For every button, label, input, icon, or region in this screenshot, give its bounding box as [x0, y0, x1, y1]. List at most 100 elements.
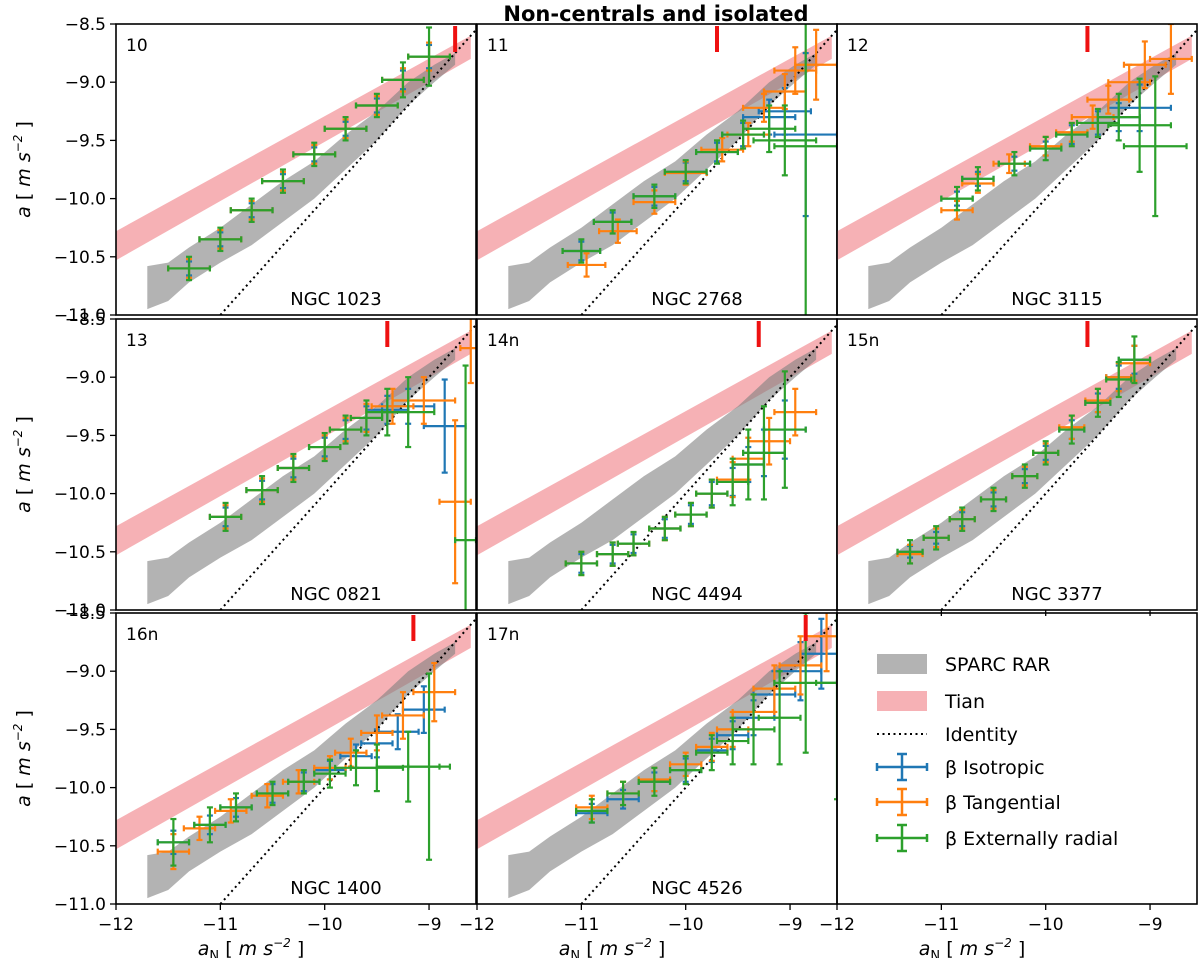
y-tick-label: −11.0 — [54, 895, 106, 915]
axis-bracket: [ — [13, 776, 35, 796]
axis-bracket: ] — [1012, 938, 1025, 958]
identity-line — [940, 324, 1197, 610]
legend-identity-label: Identity — [945, 724, 1018, 746]
panel-id: 12 — [847, 36, 869, 56]
y-tick-label: −10.5 — [54, 248, 106, 268]
x-tick-label: −12 — [98, 915, 134, 935]
axis-bracket: [ — [13, 187, 35, 207]
legend-isotropic-label: β Isotropic — [945, 757, 1045, 779]
errorbar-radial — [1058, 414, 1086, 445]
errorbar-radial — [219, 792, 253, 823]
errorbar-radial — [167, 255, 212, 282]
legend-radial-label: β Externally radial — [945, 828, 1118, 850]
errorbar-tangential — [597, 218, 638, 244]
errorbar-radial — [561, 238, 602, 264]
panel-plot-area — [477, 613, 837, 904]
panel-plot-area — [116, 615, 476, 904]
errorbar-isotropic — [375, 713, 420, 751]
axis-bracket: [ — [946, 938, 959, 958]
axis-exponent: −2 — [11, 430, 25, 448]
errorbar-tangential — [794, 28, 837, 101]
x-tick-label: −9 — [778, 915, 803, 935]
identity-line — [580, 324, 837, 610]
legend-tangential-marker — [875, 787, 929, 817]
errorbar-radial — [948, 506, 976, 532]
galaxy-name: NGC 3115 — [1011, 289, 1103, 310]
errorbar-radial — [606, 780, 640, 807]
errorbar-radial — [961, 166, 995, 192]
axis-bracket: ] — [13, 121, 35, 134]
errorbar-radial — [1107, 77, 1173, 173]
panel-frame — [836, 318, 1198, 611]
errorbar-radial — [922, 525, 950, 551]
errorbar-radial — [663, 159, 708, 185]
axis-symbol: a — [13, 206, 35, 218]
axis-unit: m s — [600, 938, 635, 958]
panel-16n: 16n NGC 1400 −11.0 −10.5 −10.0 −9.5 −9.0 −8.5 a … — [11, 604, 477, 958]
errorbar-radial — [354, 92, 399, 119]
errorbar-radial — [695, 734, 729, 772]
errorbar-tangential — [566, 252, 607, 278]
panel-17n: 17n NGC 4526 −12 −11 −10 −9 aN [ m s−2 ] — [459, 612, 838, 958]
errorbar-radial — [997, 150, 1032, 177]
errorbar-radial — [307, 431, 342, 463]
axis-bracket: ] — [13, 710, 35, 723]
errorbar-tangential — [334, 737, 368, 768]
panel-11: 11 NGC 2768 — [476, 23, 838, 316]
panel-frame — [115, 23, 477, 316]
legend-sparc-label: SPARC RAR — [945, 654, 1051, 676]
panel-frame — [836, 23, 1198, 316]
errorbar-tangential — [1122, 40, 1167, 90]
panel-15n: 15n NGC 3377 — [836, 318, 1198, 616]
x-tick-label: −11 — [563, 915, 599, 935]
errorbar-tangential — [700, 136, 745, 163]
errorbar-isotropic — [422, 378, 467, 474]
axis-subscript: N — [930, 949, 940, 958]
x-tick-label: −11 — [202, 915, 238, 935]
axis-unit: m s — [239, 938, 274, 958]
errorbar-radial — [454, 364, 476, 610]
axis-label: a [ m s−2 ] — [11, 416, 35, 513]
errorbar-radial — [648, 515, 682, 542]
tian-band — [116, 624, 471, 850]
y-tick-label: −10.5 — [54, 543, 106, 563]
tian-band — [477, 35, 832, 261]
panel-13: 13 NGC 0821 −11.0 −10.5 −10.0 −9.5 −9.0 −8.5 a [… — [11, 310, 477, 621]
sparc-rar-band — [508, 642, 817, 899]
y-tick-label: −9.0 — [65, 368, 106, 388]
panel-id: 11 — [487, 36, 509, 56]
errorbar-radial — [731, 428, 766, 501]
y-tick-label: −8.5 — [65, 604, 106, 624]
errorbar-radial — [715, 716, 750, 766]
errorbar-radial — [632, 183, 677, 210]
errorbar-radial — [407, 26, 452, 87]
galaxy-name: NGC 4494 — [651, 584, 743, 605]
errorbar-radial — [292, 141, 337, 168]
axis-symbol: a — [559, 938, 571, 958]
errorbar-radial — [245, 475, 279, 506]
tian-band — [116, 330, 471, 556]
axis-unit: m s — [13, 447, 35, 482]
errorbar-radial — [592, 209, 633, 235]
errorbar-radial — [979, 486, 1008, 513]
galaxy-name: NGC 1400 — [290, 878, 382, 899]
errorbar-radial — [156, 817, 191, 867]
galaxy-name: NGC 3377 — [1011, 584, 1103, 605]
legend-isotropic-marker — [875, 752, 929, 782]
errorbar-radial — [575, 798, 609, 824]
y-tick-label: −9.5 — [65, 131, 106, 151]
sparc-rar-band — [508, 348, 817, 605]
errorbar-tangential — [773, 387, 818, 437]
errorbar-radial — [1011, 463, 1039, 489]
panel-plot-area — [477, 321, 837, 610]
axis-bracket: [ — [13, 482, 35, 502]
errorbar-radial — [229, 197, 274, 223]
errorbar-radial — [255, 780, 290, 807]
axis-unit: m s — [13, 741, 35, 776]
galaxy-name: NGC 2768 — [651, 289, 743, 310]
errorbar-radial — [287, 769, 321, 795]
y-tick-label: −10.0 — [54, 485, 106, 505]
y-tick-label: −11.0 — [54, 306, 106, 326]
axis-label: a [ m s−2 ] — [11, 121, 35, 218]
